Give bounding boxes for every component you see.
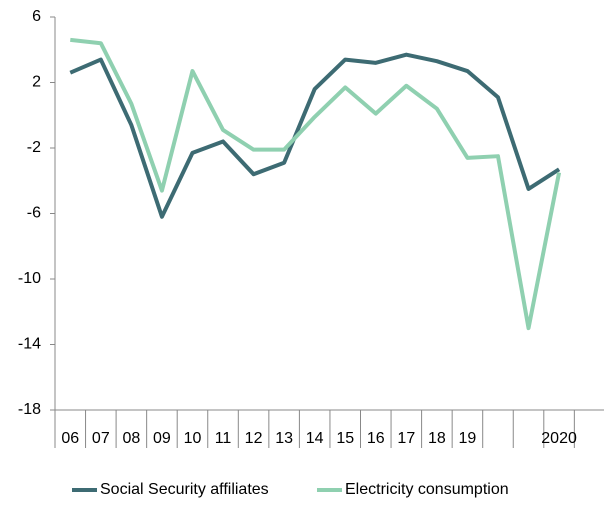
x-tick-label: 18 xyxy=(428,430,446,447)
x-tick-label: 17 xyxy=(397,430,415,447)
x-tick-label: 07 xyxy=(92,430,110,447)
line-series xyxy=(69,52,561,219)
x-tick-label: 09 xyxy=(153,430,171,447)
y-tick-label: -18 xyxy=(18,401,41,418)
x-tick-label: 13 xyxy=(275,430,293,447)
x-tick-label: 10 xyxy=(184,430,202,447)
y-tick-label: -10 xyxy=(18,270,41,287)
x-tick-label: 06 xyxy=(61,430,79,447)
x-tick-label: 11 xyxy=(215,430,232,447)
y-tick-label: -6 xyxy=(27,205,41,222)
legend-label: Electricity consumption xyxy=(345,481,509,498)
y-tick-label: 2 xyxy=(32,74,41,91)
x-tick-label: 15 xyxy=(336,430,354,447)
x-tick-label: 16 xyxy=(367,430,385,447)
x-tick-label: 19 xyxy=(459,430,477,447)
legend-label: Social Security affiliates xyxy=(100,481,269,498)
x-tick-label: 08 xyxy=(122,430,140,447)
y-tick-label: -2 xyxy=(27,139,41,156)
line-series xyxy=(70,37,562,331)
x-tick-label: 14 xyxy=(306,430,324,447)
y-tick-label: 6 xyxy=(32,8,41,25)
x-tick-label: 12 xyxy=(245,430,263,447)
x-tick-label: 2020 xyxy=(541,430,577,447)
y-tick-label: -14 xyxy=(18,336,41,353)
